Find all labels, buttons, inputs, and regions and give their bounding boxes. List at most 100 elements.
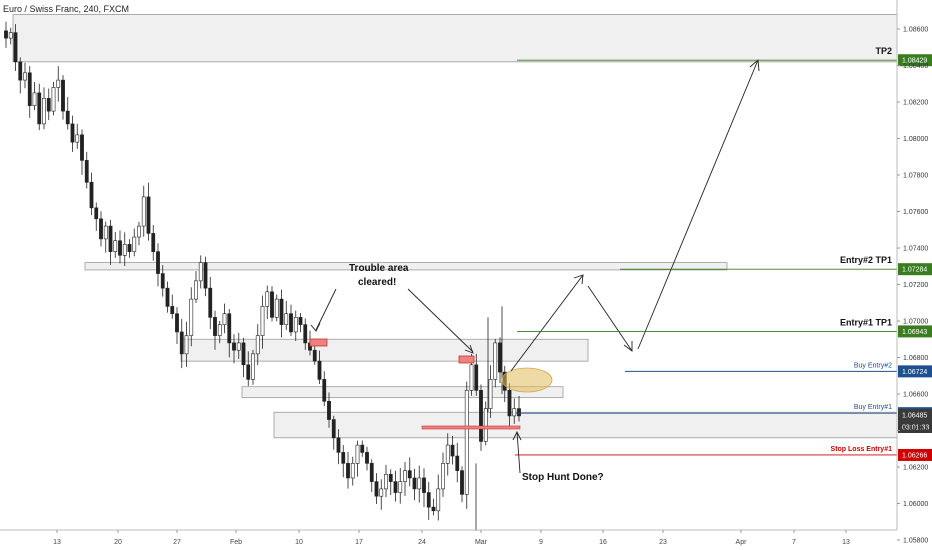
level-label: Buy Entry#2 [854,362,892,369]
candle-body [436,488,441,512]
level-badge [898,365,932,378]
candle-body [374,481,379,497]
candle-body [393,481,398,493]
candle-body [279,298,284,325]
candle-body [99,218,103,240]
candle-body [118,240,122,256]
candle-body [213,317,217,336]
candle-body [127,244,132,252]
candle-body [146,196,151,234]
x-tick-label: 20 [114,539,122,546]
candle-body [232,342,236,351]
candle-body [498,342,502,373]
candle-body [208,287,213,318]
x-tick-label: Mar [475,539,488,546]
candle-body [151,233,156,252]
level-label: Stop Loss Entry#1 [831,446,893,453]
candle-body [32,92,37,106]
candle-body [80,134,84,161]
candle-body [56,79,61,88]
level-badge [898,325,932,338]
candle-body [241,342,246,366]
y-tick-label: 1.06200 [903,465,928,472]
countdown-value: 03:01:33 [902,424,929,431]
candle-body [379,488,384,497]
candle-body [189,298,194,336]
y-tick-label: 1.08200 [903,100,928,107]
y-tick-label: 1.08400 [903,63,928,70]
candle-body [217,324,222,336]
candle-body [512,408,517,417]
arrow-trouble-1 [315,288,337,331]
y-tick-label: 1.07400 [903,246,928,253]
candle-body [422,477,426,493]
candle-body [274,298,279,318]
arrowhead-stop-hunt [512,430,522,441]
candle-body [8,32,13,39]
y-tick-label: 1.08000 [903,136,928,143]
x-tick-label: 24 [418,539,426,546]
candle-body [483,408,488,442]
candle-body [469,364,474,391]
x-tick-label: 13 [842,539,850,546]
x-axis: 13 20 27 Feb 10 17 24 Mar 9 16 23 Apr 7 13 [53,530,850,546]
candle-body [431,506,436,512]
candle-body [18,61,23,81]
marker-red-2 [458,355,475,364]
x-tick-label: 17 [355,539,363,546]
candle-body [298,317,303,325]
candle-body [23,72,27,81]
y-tick-label: 1.07600 [903,209,928,216]
candle-body [165,287,170,307]
candle-body [384,473,388,490]
y-tick-label: 1.06600 [903,392,928,399]
level-badge-value: 1.06724 [902,369,927,376]
x-tick-label: 27 [173,539,181,546]
current-price-badge [898,408,932,421]
y-tick-label: 1.06400 [903,428,928,435]
candle-body [94,207,99,220]
candle-body [84,160,89,183]
candle-body [398,481,403,493]
y-tick-label: 1.05800 [903,538,928,545]
candle-body [493,342,498,380]
candle-body [407,470,412,479]
candle-body [132,236,137,252]
candle-body [350,463,355,479]
candle-body [255,335,260,355]
candle-body [156,251,160,274]
zone-rect [12,13,898,63]
candle-body [65,110,70,125]
candle-body [441,463,445,490]
candle-body [122,244,127,256]
candle-body [46,98,51,112]
y-axis: 1.08600 1.08400 1.08200 1.08000 1.07800 1.076… [897,27,928,545]
candle-body [327,400,331,420]
candle-body [464,390,469,495]
level-label: Entry#1 TP1 [840,317,892,327]
level-label: Buy Entry#1 [854,404,892,411]
candle-body [160,273,165,289]
candle-body [141,196,146,227]
candle-body [412,477,417,490]
zone-rect [273,411,898,439]
annotation-stop-hunt: Stop Hunt Done? [522,472,604,483]
x-tick-label: 9 [539,539,543,546]
marker-red-1 [309,338,328,347]
candle-body [194,280,198,300]
marker-red-3 [421,425,521,430]
level-label: TP2 [875,46,892,56]
level-badge-value: 1.07284 [902,267,927,274]
x-tick-label: 10 [295,539,303,546]
y-tick-label: 1.06800 [903,355,928,362]
candle-body [460,470,464,495]
candle-body [260,306,265,336]
drawings-layer [309,59,760,474]
candle-body [170,306,175,314]
candle-body [27,72,32,106]
arrowhead-projection-down [623,341,633,352]
candle-body [113,240,118,252]
candle-body [360,444,365,453]
levels-layer: TP2 1.08429 Entry#2 TP1 1.07284 Entry#1 TP1 1… [515,46,932,461]
candles-layer [4,21,521,531]
